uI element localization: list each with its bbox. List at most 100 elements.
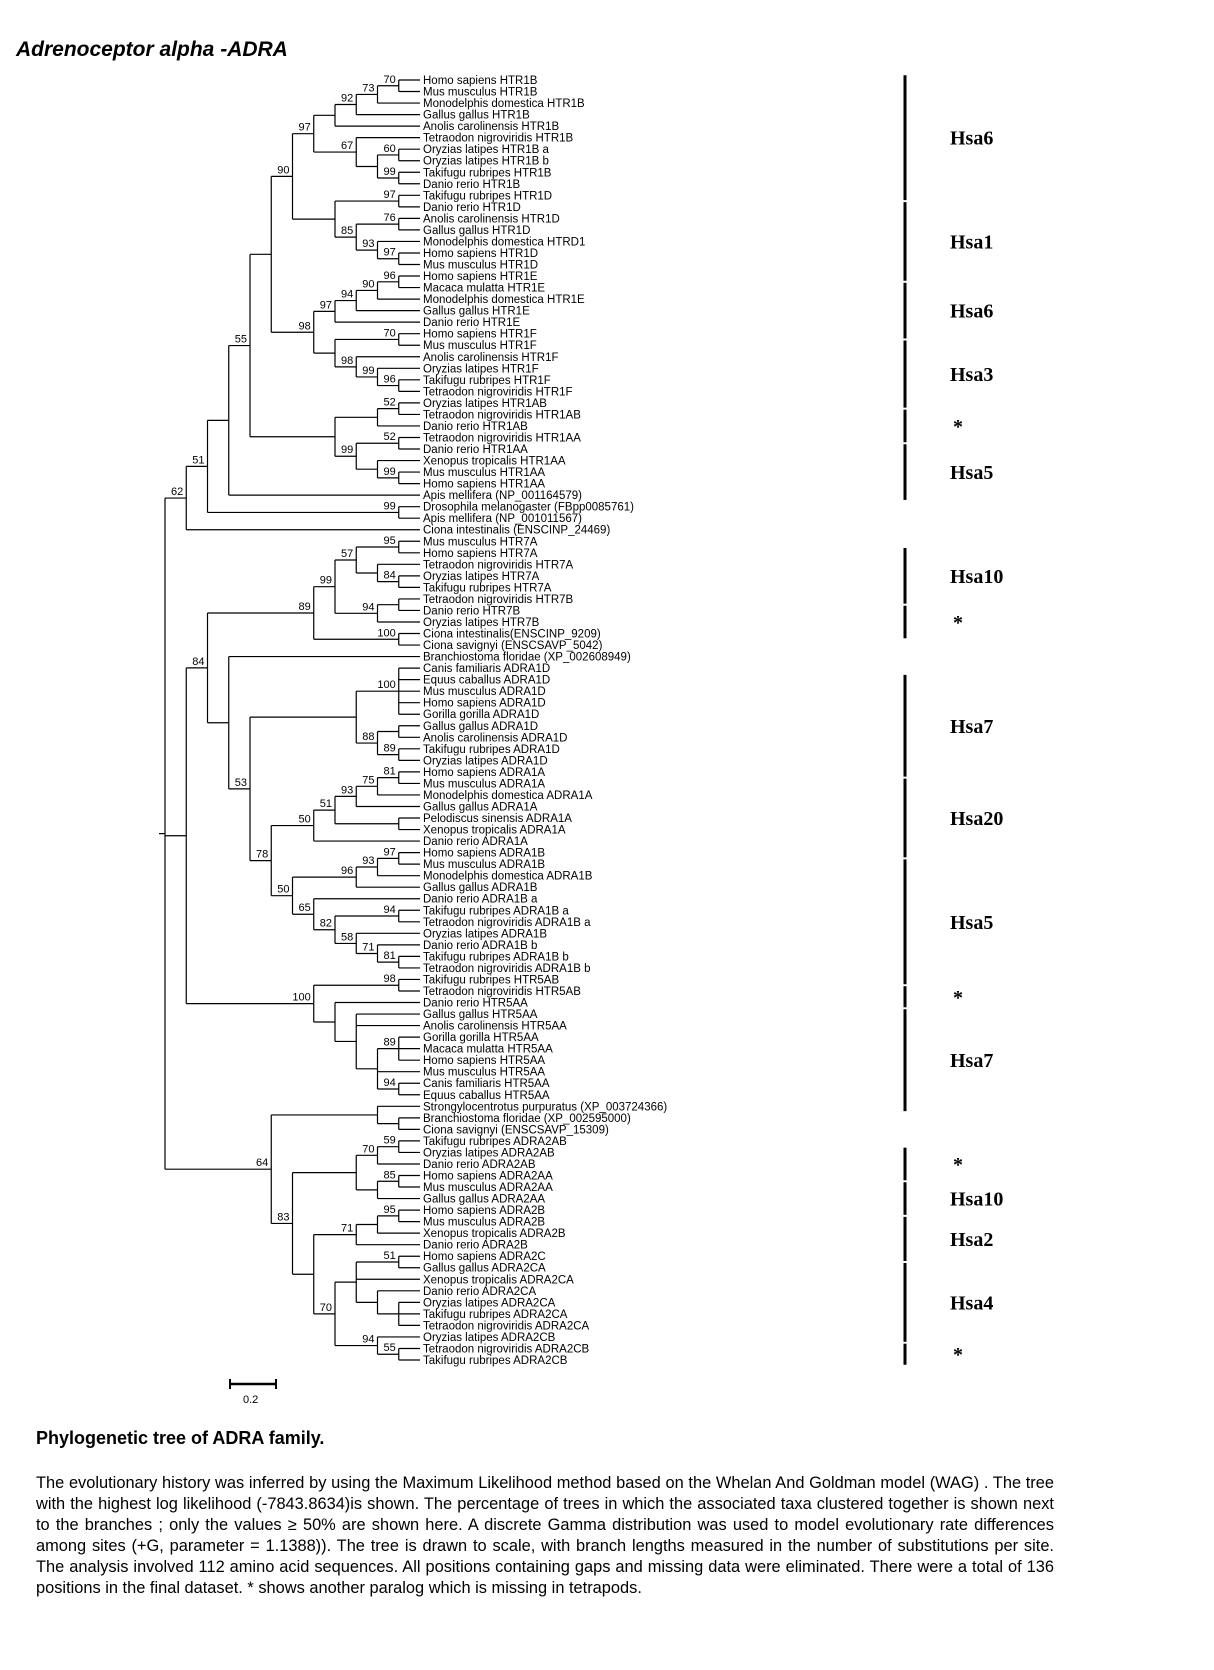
- group-label: Hsa6: [950, 128, 993, 150]
- bootstrap-value: 94: [384, 904, 396, 916]
- taxon-label: Branchiostoma floridae (XP_002595000): [423, 1113, 631, 1125]
- taxon-label: Takifugu rubripes ADRA1D: [423, 744, 560, 756]
- group-label: *: [953, 1344, 963, 1366]
- taxon-label: Drosophila melanogaster (FBpp0085761): [423, 502, 634, 514]
- taxon-label: Gallus gallus HTR1E: [423, 306, 530, 318]
- taxon-label: Tetraodon nigroviridis HTR1AB: [423, 409, 581, 421]
- bootstrap-value: 100: [377, 679, 395, 691]
- group-label: *: [953, 416, 963, 438]
- taxon-label: Gallus gallus HTR1D: [423, 225, 530, 237]
- bootstrap-value: 85: [341, 225, 353, 237]
- group-label: *: [953, 1154, 963, 1176]
- taxon-label: Tetraodon nigroviridis HTR7A: [423, 559, 574, 571]
- taxon-label: Mus musculus HTR1F: [423, 340, 537, 352]
- bootstrap-value: 99: [341, 444, 353, 456]
- taxon-label: Takifugu rubripes HTR7A: [423, 582, 552, 594]
- taxon-label: Gallus gallus ADRA1D: [423, 721, 538, 733]
- taxon-label: Apis mellifera (NP_001011567): [423, 513, 582, 525]
- bootstrap-value: 97: [384, 189, 396, 201]
- phylogenetic-tree: 70 73 92 60 99 67 97 97 76 97 93 85 90 96 90 94 97 70 96 99…: [159, 74, 1003, 1389]
- taxon-label: Homo sapiens HTR5AA: [423, 1055, 545, 1067]
- bootstrap-value: 100: [292, 992, 310, 1004]
- taxon-label: Danio rerio HTR1E: [423, 317, 520, 329]
- scale-bar: [229, 1379, 277, 1389]
- taxon-label: Monodelphis domestica HTR1E: [423, 294, 585, 306]
- taxon-label: Mus musculus HTR1AA: [423, 467, 545, 479]
- bootstrap-value: 94: [384, 1077, 396, 1089]
- bootstrap-value: 84: [384, 570, 396, 582]
- bootstrap-value: 67: [341, 140, 353, 152]
- bootstrap-value: 81: [384, 766, 396, 778]
- bootstrap-value: 85: [384, 1169, 396, 1181]
- bootstrap-value: 98: [341, 355, 353, 367]
- taxon-label: Homo sapiens ADRA2C: [423, 1251, 546, 1263]
- taxon-label: Mus musculus ADRA1B: [423, 859, 545, 871]
- bootstrap-value: 64: [256, 1157, 268, 1169]
- page-title: Adrenoceptor alpha -ADRA: [16, 38, 288, 61]
- taxon-label: Danio rerio HTR5AA: [423, 998, 528, 1010]
- taxon-label: Gorilla gorilla HTR5AA: [423, 1032, 539, 1044]
- bootstrap-value: 97: [384, 846, 396, 858]
- taxon-label: Equus caballus HTR5AA: [423, 1090, 550, 1102]
- taxon-label: Canis familiaris HTR5AA: [423, 1078, 550, 1090]
- taxon-label: Xenopus tropicalis ADRA2CA: [423, 1274, 574, 1286]
- taxon-label: Takifugu rubripes ADRA2CB: [423, 1355, 568, 1367]
- bootstrap-value: 71: [362, 942, 374, 954]
- bootstrap-value: 93: [341, 784, 353, 796]
- bootstrap-value: 95: [384, 1204, 396, 1216]
- taxon-label: Tetraodon nigroviridis ADRA2CB: [423, 1343, 590, 1355]
- group-label: Hsa2: [950, 1229, 993, 1251]
- bootstrap-value: 93: [362, 855, 374, 867]
- taxon-label: Branchiostoma floridae (XP_002608949): [423, 652, 631, 664]
- taxon-label: Tetraodon nigroviridis ADRA1B a: [423, 917, 591, 929]
- taxon-label: Homo sapiens HTR7A: [423, 548, 538, 560]
- tree-branches: [159, 79, 420, 1361]
- group-label: Hsa6: [950, 301, 993, 323]
- taxon-label: Ciona savignyi (ENSCSAVP_15309): [423, 1124, 609, 1136]
- bootstrap-value: 70: [362, 1143, 374, 1155]
- bootstrap-value: 76: [384, 212, 396, 224]
- bootstrap-value: 99: [362, 365, 374, 377]
- caption-text: The evolutionary history was inferred by…: [36, 1474, 1054, 1597]
- bootstrap-value: 62: [171, 486, 183, 498]
- taxon-label: Gallus gallus HTR5AA: [423, 1009, 538, 1021]
- taxon-label: Tetraodon nigroviridis HTR1AA: [423, 432, 581, 444]
- taxon-label: Gallus gallus ADRA2AA: [423, 1194, 545, 1206]
- group-label: Hsa3: [950, 364, 993, 386]
- taxon-label: Xenopus tropicalis ADRA2B: [423, 1228, 566, 1240]
- bootstrap-value: 88: [362, 731, 374, 743]
- taxon-label: Tetraodon nigroviridis HTR1B: [423, 133, 574, 145]
- taxon-label: Canis familiaris ADRA1D: [423, 663, 550, 675]
- bootstrap-value: 99: [384, 500, 396, 512]
- bootstrap-value: 53: [235, 777, 247, 789]
- taxon-label: Gallus gallus HTR1B: [423, 110, 530, 122]
- bootstrap-value: 97: [384, 247, 396, 259]
- group-label: Hsa20: [950, 808, 1003, 830]
- bootstrap-value: 94: [362, 1334, 374, 1346]
- taxon-label: Gorilla gorilla ADRA1D: [423, 709, 539, 721]
- taxon-label: Mus musculus ADRA1D: [423, 686, 546, 698]
- taxon-label: Homo sapiens HTR1B: [423, 75, 538, 87]
- bootstrap-value: 52: [384, 431, 396, 443]
- taxon-label: Danio rerio ADRA1B a: [423, 894, 538, 906]
- caption-title: Phylogenetic tree of ADRA family.: [36, 1428, 325, 1448]
- taxon-label: Danio rerio ADRA1B b: [423, 940, 537, 952]
- taxon-label: Homo sapiens HTR1F: [423, 329, 537, 341]
- taxon-label: Danio rerio ADRA2AB: [423, 1159, 536, 1171]
- taxon-label: Takifugu rubripes HTR1D: [423, 190, 552, 202]
- bootstrap-value: 70: [384, 327, 396, 339]
- bootstrap-value: 51: [384, 1250, 396, 1262]
- bootstrap-value: 95: [384, 535, 396, 547]
- bootstrap-value: 96: [384, 270, 396, 282]
- bootstrap-value: 98: [299, 320, 311, 332]
- bootstrap-value: 52: [384, 397, 396, 409]
- taxon-label: Anolis carolinensis HTR1D: [423, 213, 560, 225]
- bootstrap-value: 55: [384, 1342, 396, 1354]
- bootstrap-value: 70: [320, 1302, 332, 1314]
- bootstrap-value: 97: [320, 299, 332, 311]
- bootstrap-value: 81: [384, 950, 396, 962]
- taxon-label: Monodelphis domestica HTR1B: [423, 98, 585, 110]
- bootstrap-value: 99: [384, 466, 396, 478]
- group-label: Hsa1: [950, 231, 993, 253]
- bootstrap-value: 50: [299, 814, 311, 826]
